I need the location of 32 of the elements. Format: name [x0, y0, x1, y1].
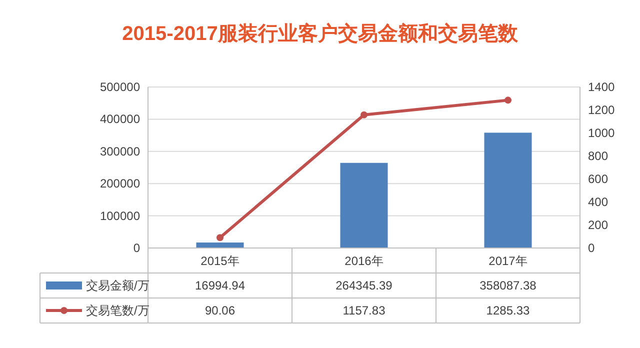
point — [216, 234, 224, 242]
y2-tick-label: 400 — [588, 195, 608, 209]
bar — [484, 132, 532, 248]
y2-tick-label: 0 — [588, 241, 595, 255]
y-tick-label: 200000 — [100, 176, 140, 191]
y2-tick-label: 1000 — [588, 126, 616, 140]
data-label: 358087.38 — [480, 278, 537, 292]
y2-tick-label: 600 — [588, 172, 608, 186]
data-label: 264345.39 — [336, 278, 393, 292]
y2-tick-label: 200 — [588, 218, 608, 232]
bar — [340, 162, 388, 248]
point — [504, 96, 512, 104]
x-tick-label: 2017年 — [488, 254, 528, 268]
y-tick-label: 500000 — [100, 80, 140, 94]
y-tick-label: 100000 — [100, 208, 140, 223]
data-label: 1285.33 — [486, 304, 530, 318]
chart-title: 2015-2017服装行业客户交易金额和交易笔数 — [122, 22, 519, 45]
y2-tick-label: 1400 — [588, 80, 616, 94]
bar — [196, 242, 244, 248]
point — [360, 111, 368, 118]
legend-label: 交易金额/万 — [86, 278, 150, 292]
legend-label: 交易笔数/万 — [86, 304, 150, 318]
x-tick-label: 2016年 — [344, 254, 384, 268]
x-tick-label: 2015年 — [200, 254, 240, 268]
data-label: 1157.83 — [342, 304, 386, 318]
data-label: 90.06 — [204, 304, 236, 318]
y-tick-label: 400000 — [100, 112, 140, 126]
y-tick-label: 0 — [133, 241, 140, 255]
y2-tick-label: 800 — [588, 149, 608, 163]
y-tick-label: 300000 — [100, 144, 140, 158]
y2-tick-label: 1200 — [588, 103, 616, 117]
data-label: 16994.94 — [194, 278, 246, 292]
